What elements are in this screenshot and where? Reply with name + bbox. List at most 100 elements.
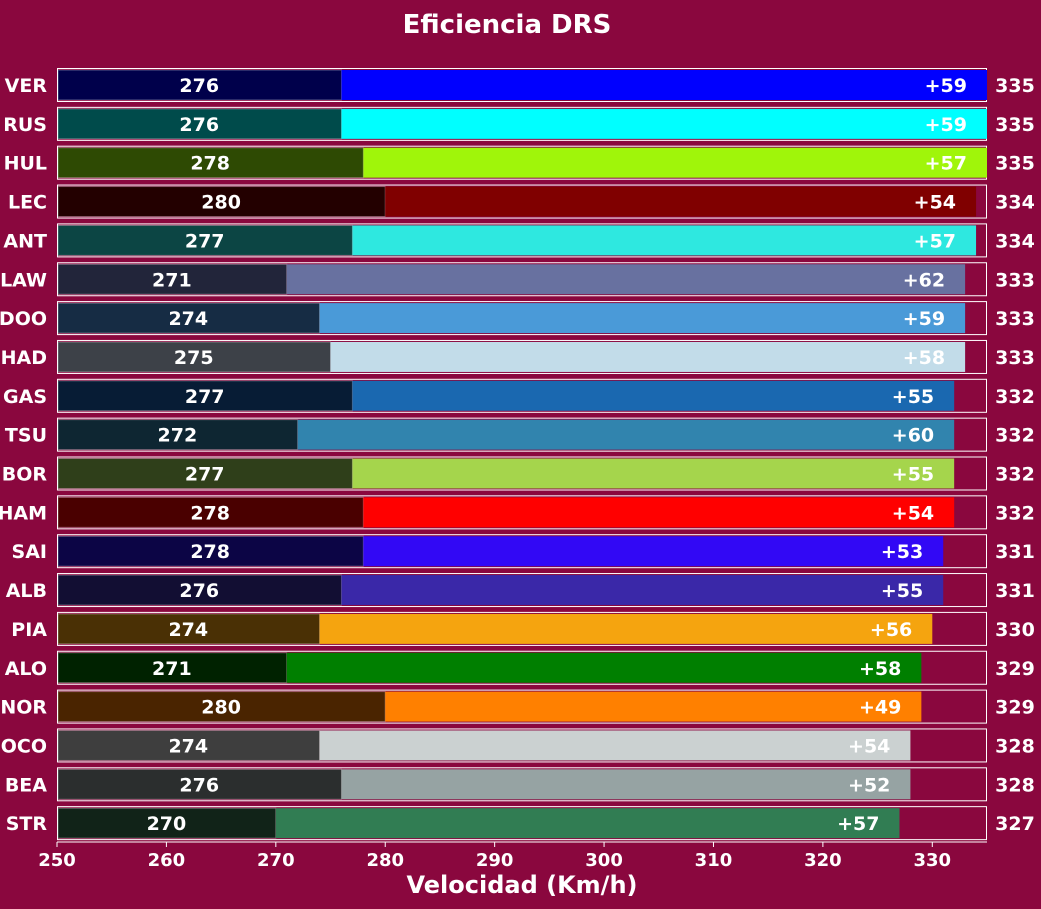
row-frame <box>57 728 987 763</box>
drs-gain-bar <box>385 691 922 722</box>
bar-row-bea: 276 +52 BEA 328 <box>5 767 1035 802</box>
drs-gain-bar <box>363 497 955 528</box>
drs-gain-label: +55 <box>892 464 934 486</box>
top-speed-label: 331 <box>995 541 1035 563</box>
base-value-label: 277 <box>185 230 225 252</box>
driver-label: DOO <box>0 308 47 330</box>
base-value-label: 274 <box>168 735 208 757</box>
x-tick-label: 280 <box>366 850 404 871</box>
bar-row-alo: 271 +58 ALO 329 <box>5 650 1035 685</box>
drs-gain-label: +60 <box>892 425 934 447</box>
base-bar <box>57 341 332 373</box>
driver-label: TSU <box>5 425 47 447</box>
x-tick-label: 310 <box>695 850 733 871</box>
base-value-label: 278 <box>190 153 230 175</box>
x-tick-label: 270 <box>257 850 295 871</box>
top-speed-label: 328 <box>995 774 1035 796</box>
base-value-label: 278 <box>190 502 230 524</box>
row-frame <box>57 301 987 336</box>
drs-gain-label: +59 <box>925 75 967 97</box>
drs-gain-bar <box>275 808 900 839</box>
bar-row-ham: 278 +54 HAM 332 <box>0 495 1035 530</box>
base-bar <box>57 574 342 606</box>
driver-label: NOR <box>0 697 47 719</box>
x-tick-label: 260 <box>148 850 186 871</box>
bar-row-nor: 280 +49 NOR 329 <box>0 689 1035 724</box>
drs-gain-bar <box>352 380 955 411</box>
drs-gain-bar <box>341 769 911 800</box>
base-value-label: 274 <box>168 308 208 330</box>
drs-gain-label: +54 <box>892 502 934 524</box>
driver-label: ALB <box>6 580 47 602</box>
base-value-label: 276 <box>179 580 219 602</box>
drs-gain-bar <box>286 652 922 683</box>
top-speed-label: 335 <box>995 75 1035 97</box>
row-frame <box>57 806 987 841</box>
drs-gain-label: +54 <box>914 192 956 214</box>
x-tick-label: 290 <box>476 850 514 871</box>
base-value-label: 272 <box>158 425 198 447</box>
base-bar <box>57 768 342 800</box>
drs-gain-bar <box>330 341 966 372</box>
driver-label: PIA <box>11 619 47 641</box>
base-bar <box>57 380 353 412</box>
top-speed-label: 334 <box>995 192 1035 214</box>
base-value-label: 271 <box>152 269 192 291</box>
drs-gain-bar <box>319 613 933 644</box>
x-axis-label: Velocidad (Km/h) <box>406 871 637 899</box>
base-value-label: 280 <box>201 697 241 719</box>
row-frame <box>57 378 987 413</box>
base-value-label: 270 <box>147 813 187 835</box>
row-frame <box>57 767 987 802</box>
top-speed-label: 329 <box>995 697 1035 719</box>
top-speed-label: 328 <box>995 735 1035 757</box>
row-frame <box>57 534 987 569</box>
base-bar <box>57 69 342 101</box>
row-frame <box>57 417 987 452</box>
top-speed-label: 333 <box>995 308 1035 330</box>
x-tick-label: 250 <box>38 850 76 871</box>
chart-title: Eficiencia DRS <box>403 10 612 40</box>
top-speed-label: 335 <box>995 153 1035 175</box>
drs-gain-label: +57 <box>925 153 967 175</box>
drs-gain-label: +57 <box>837 813 879 835</box>
base-value-label: 280 <box>201 192 241 214</box>
driver-label: VER <box>5 75 48 97</box>
drs-gain-label: +49 <box>859 697 901 719</box>
bar-row-lec: 280 +54 LEC 334 <box>8 184 1035 219</box>
drs-gain-label: +55 <box>892 386 934 408</box>
bar-row-ant: 277 +57 ANT 334 <box>3 223 1035 258</box>
bar-row-bor: 277 +55 BOR 332 <box>2 456 1035 491</box>
drs-gain-bar <box>385 186 977 217</box>
drs-gain-bar <box>352 225 977 256</box>
bar-row-ver: 276 +59 VER 335 <box>5 68 1035 102</box>
base-bar <box>57 729 321 761</box>
drs-gain-label: +59 <box>925 114 967 136</box>
top-speed-label: 331 <box>995 580 1035 602</box>
top-speed-label: 330 <box>995 619 1035 641</box>
bar-row-alb: 276 +55 ALB 331 <box>6 573 1035 608</box>
driver-label: RUS <box>3 114 47 136</box>
base-bar <box>57 224 353 256</box>
x-tick-label: 320 <box>804 850 842 871</box>
drs-gain-label: +58 <box>859 658 901 680</box>
bar-row-tsu: 272 +60 TSU 332 <box>5 417 1035 452</box>
row-frame <box>57 184 987 219</box>
drs-gain-bar <box>286 264 966 295</box>
x-tick-label: 300 <box>585 850 623 871</box>
row-frame <box>57 611 987 646</box>
top-speed-label: 332 <box>995 464 1035 486</box>
row-frame <box>57 573 987 608</box>
top-speed-label: 332 <box>995 502 1035 524</box>
top-speed-label: 327 <box>995 813 1035 835</box>
base-value-label: 276 <box>179 114 219 136</box>
bar-row-pia: 274 +56 PIA 330 <box>11 611 1035 646</box>
drs-gain-label: +56 <box>870 619 912 641</box>
drs-gain-bar <box>297 419 955 450</box>
row-frame <box>57 262 987 297</box>
base-bar <box>57 807 277 839</box>
drs-gain-bar <box>341 108 987 139</box>
top-speed-label: 335 <box>995 114 1035 136</box>
row-frame <box>57 495 987 530</box>
base-value-label: 277 <box>185 386 225 408</box>
